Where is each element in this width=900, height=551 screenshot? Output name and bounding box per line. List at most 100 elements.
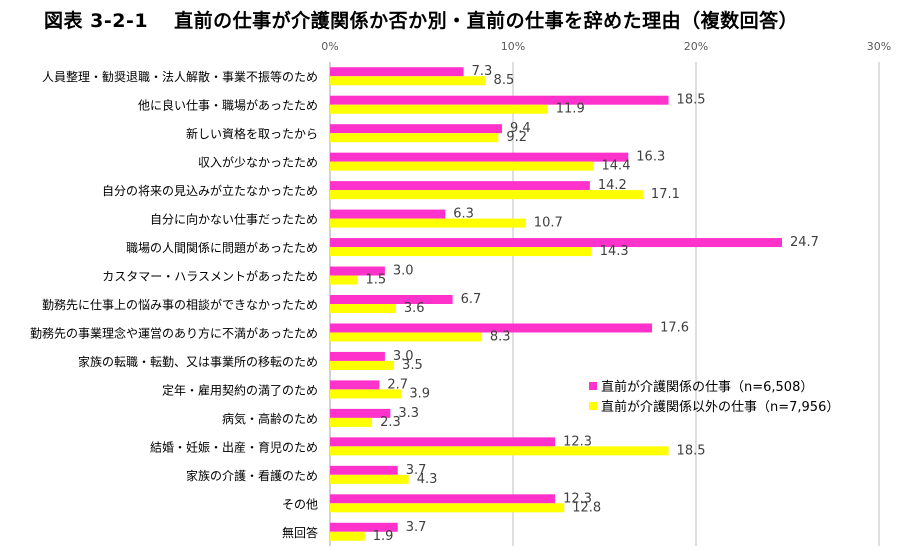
data-label: 16.3 [636, 150, 665, 165]
data-label: 2.3 [380, 415, 401, 430]
bar-series-1 [330, 323, 653, 333]
data-label: 14.3 [600, 244, 629, 259]
bar-series-2 [330, 474, 409, 484]
category-label: 無回答 [282, 525, 318, 540]
category-label: 職場の人間関係に問題があったため [126, 240, 318, 255]
data-label: 24.7 [790, 235, 819, 250]
category-label: 自分の将来の見込みが立たなかったため [102, 183, 318, 198]
data-label: 3.7 [406, 463, 427, 478]
data-label: 6.7 [461, 292, 482, 307]
data-label: 1.9 [373, 529, 394, 544]
chart-title-number: 図表 3-2-1 [44, 10, 149, 32]
bar-series-1 [330, 494, 556, 504]
bar-series-1 [330, 351, 385, 361]
data-label: 17.1 [651, 187, 680, 202]
chart-title: 図表 3-2-1 直前の仕事が介護関係か否か別・直前の仕事を辞めた理由（複数回答） [44, 6, 798, 33]
bar-series-2 [330, 446, 669, 456]
data-label: 3.5 [402, 358, 423, 373]
bar-series-1 [330, 408, 391, 418]
value-labels: 7.38.5 18.5 11.9 9.49.2 16.3 14.4 14.2 17.1 6.3 1… [365, 64, 819, 544]
bar-series-1 [330, 181, 590, 191]
data-label: 9.4 [510, 121, 531, 136]
data-label: 3.0 [393, 264, 414, 279]
legend-label-series-1: 直前が介護関係の仕事（n=6,508） [601, 379, 813, 395]
bar-series-2 [330, 104, 548, 114]
data-label: 3.0 [393, 349, 414, 364]
category-label: 結婚・妊娠・出産・育児のため [150, 439, 318, 454]
bars [330, 67, 783, 541]
data-label: 3.9 [409, 386, 430, 401]
bar-series-1 [330, 67, 464, 77]
category-label: 新しい資格を取ったから [186, 126, 318, 141]
legend-swatch-series-2 [589, 402, 597, 410]
data-label: 6.3 [453, 207, 474, 222]
bar-series-2 [330, 332, 482, 342]
bar-series-2 [330, 218, 526, 228]
data-label: 8.3 [490, 329, 511, 344]
category-label: 家族の介護・看護のため [186, 468, 318, 483]
data-label: 17.6 [660, 320, 689, 335]
legend: 直前が介護関係の仕事（n=6,508） 直前が介護関係以外の仕事（n=7,956… [589, 379, 839, 415]
category-label: 収入が少なかったため [198, 155, 318, 170]
data-label: 3.6 [404, 301, 425, 316]
data-label: 10.7 [534, 216, 563, 231]
bar-series-1 [330, 266, 385, 276]
category-labels: 人員整理・勧奨退職・法人解散・事業不振等のため他に良い仕事・職場があったため新し… [30, 69, 318, 540]
bar-series-1 [330, 238, 783, 248]
bar-series-2 [330, 275, 358, 285]
bar-series-2 [330, 247, 592, 257]
bar-series-1 [330, 522, 398, 532]
x-tick-label: 20% [684, 40, 708, 53]
legend-swatch-series-1 [589, 382, 597, 390]
data-label: 8.5 [494, 73, 515, 88]
x-tick-label: 0% [321, 40, 338, 53]
bar-series-2 [330, 304, 396, 313]
category-label: 自分に向かない仕事だったため [150, 212, 318, 227]
bar-series-2 [330, 503, 565, 513]
category-label: その他 [282, 497, 318, 511]
data-label: 3.7 [406, 520, 427, 535]
data-label: 7.3 [472, 64, 493, 79]
bar-series-2 [330, 133, 499, 143]
data-label: 14.2 [598, 178, 627, 193]
x-tick-label: 10% [501, 40, 525, 53]
category-label: 勤務先の事業理念や運営のあり方に不満があったため [30, 325, 318, 340]
bar-series-1 [330, 152, 629, 162]
category-label: 勤務先に仕事上の悩み事の相談ができなかったため [42, 297, 318, 312]
chart-title-text: 直前の仕事が介護関係か否か別・直前の仕事を辞めた理由（複数回答） [174, 10, 799, 32]
bar-series-2 [330, 360, 395, 370]
data-label: 18.5 [677, 93, 706, 108]
data-label: 12.3 [563, 491, 592, 506]
data-label: 18.5 [677, 443, 706, 458]
bar-series-2 [330, 76, 486, 86]
bar-series-1 [330, 465, 398, 475]
x-axis-tick-labels: 0% 10% 20% 30% [321, 40, 891, 53]
bar-series-2 [330, 417, 373, 427]
bar-series-2 [330, 161, 594, 171]
category-label: 家族の転職・転勤、又は事業所の移転のため [78, 354, 318, 369]
category-label: 他に良い仕事・職場があったため [138, 98, 318, 113]
category-label: 人員整理・勧奨退職・法人解散・事業不振等のため [42, 69, 318, 84]
bar-series-1 [330, 380, 380, 390]
category-label: 定年・雇用契約の満了のため [162, 382, 318, 397]
bar-series-1 [330, 124, 503, 134]
data-label: 4.3 [417, 472, 438, 487]
data-label: 1.5 [365, 273, 386, 288]
data-label: 12.3 [563, 434, 592, 449]
category-label: 病気・高齢のため [222, 411, 318, 426]
bar-series-1 [330, 209, 446, 219]
data-label: 9.2 [506, 130, 527, 145]
data-label: 14.4 [602, 159, 631, 174]
legend-label-series-2: 直前が介護関係以外の仕事（n=7,956） [601, 399, 839, 415]
data-label: 11.9 [556, 102, 585, 117]
bar-series-2 [330, 531, 365, 541]
data-label: 12.8 [572, 500, 601, 515]
bar-series-1 [330, 295, 453, 304]
x-tick-label: 30% [867, 40, 891, 53]
data-label: 3.3 [398, 406, 419, 421]
category-label: カスタマー・ハラスメントがあったため [102, 269, 318, 284]
bar-series-1 [330, 437, 556, 447]
bar-series-2 [330, 190, 643, 200]
bar-series-2 [330, 389, 402, 399]
